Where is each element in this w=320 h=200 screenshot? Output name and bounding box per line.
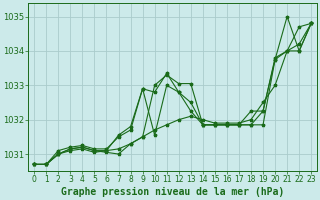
X-axis label: Graphe pression niveau de la mer (hPa): Graphe pression niveau de la mer (hPa): [61, 187, 284, 197]
